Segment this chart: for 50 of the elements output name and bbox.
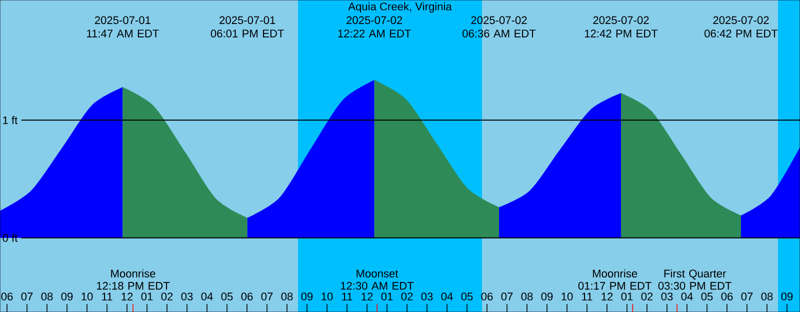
x-tick-label: 03: [181, 292, 193, 300]
x-tick-label: 05: [701, 292, 713, 300]
x-tick-label: 06: [241, 292, 253, 300]
x-tick-label: 02: [161, 292, 173, 300]
x-tick-label: 08: [521, 292, 533, 300]
x-tick-label: 09: [61, 292, 73, 300]
x-tick-label: 11: [582, 292, 592, 300]
x-tick-label: 10: [562, 292, 573, 300]
x-tick-label: 06: [721, 292, 733, 300]
annotation: 2025-07-01 11:47 AM EDT: [87, 16, 159, 38]
x-tick-label: 07: [21, 292, 33, 300]
x-tick-label: 02: [641, 292, 653, 300]
x-tick-label: 09: [541, 292, 553, 300]
x-tick-label: 01: [141, 292, 153, 300]
x-tick-label: 04: [441, 292, 453, 300]
x-tick-label: 08: [761, 292, 773, 300]
x-tick-label: 09: [781, 292, 793, 300]
x-tick-label: 08: [41, 292, 53, 300]
x-tick-label: 12: [122, 292, 133, 300]
annotation: 2025-07-02 12:42 PM EDT: [584, 16, 658, 38]
x-tick-label: 12: [602, 292, 613, 300]
annotation: 2025-07-02 06:42 PM EDT: [704, 16, 778, 38]
x-tick-label: 03: [661, 292, 673, 300]
x-tick-label: 10: [82, 292, 93, 300]
annotation: First Quarter 03:30 PM EDT: [658, 269, 732, 290]
annotation: 2025-07-02 12:22 AM EDT: [338, 16, 411, 38]
x-tick-label: 01: [381, 292, 393, 300]
x-tick-label: 04: [681, 292, 693, 300]
x-tick-label: 03: [421, 292, 433, 300]
x-tick-label: 07: [741, 292, 753, 300]
x-tick-label: 04: [201, 292, 213, 300]
x-tick-label: 08: [281, 292, 293, 300]
chart-title: Aquia Creek, Virginia: [348, 2, 452, 13]
annotation: Moonrise 01:17 PM EDT: [578, 269, 652, 290]
x-tick-label: 05: [221, 292, 233, 300]
annotation: Moonset 12:30 AM EDT: [340, 270, 414, 290]
x-tick-label: 10: [322, 292, 333, 300]
x-tick-label: 05: [461, 292, 473, 300]
x-tick-label: 01: [621, 292, 633, 300]
x-tick-label: 06: [1, 292, 13, 300]
x-tick-label: 09: [301, 292, 313, 300]
annotation: 2025-07-01 06:01 PM EDT: [210, 16, 284, 38]
x-tick-label: 07: [501, 292, 513, 300]
x-tick-label: 02: [401, 292, 413, 300]
x-tick-label: 12: [362, 292, 373, 300]
x-tick-label: 07: [261, 292, 273, 300]
annotation: Moonrise 12:18 PM EDT: [96, 269, 170, 290]
x-tick-label: 11: [102, 292, 112, 300]
x-tick-label: 11: [342, 292, 352, 300]
y-tick-label: 1 ft: [3, 116, 18, 124]
